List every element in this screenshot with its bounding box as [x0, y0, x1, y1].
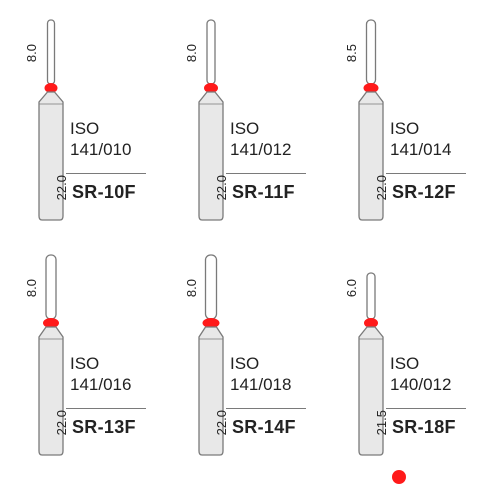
top-measure-label: 8.0: [184, 44, 199, 62]
iso-line2: 140/012: [390, 375, 451, 394]
model-label: SR-11F: [232, 182, 295, 203]
bottom-measure-label: 21.5: [374, 410, 389, 435]
red-dot-icon: [392, 470, 406, 484]
iso-line1: ISO: [70, 119, 99, 138]
bur-grid: 8.0 ISO 141/010 22.0 SR-10F 8.0 ISO 141/…: [0, 0, 500, 500]
bur-cell: 8.0 ISO 141/018 22.0 SR-14F: [170, 245, 330, 480]
divider-line: [66, 173, 146, 174]
bur-cell: 8.0 ISO 141/010 22.0 SR-10F: [10, 10, 170, 245]
iso-label: ISO 140/012: [390, 353, 451, 396]
bur-cell: 8.5 ISO 141/014 22.0 SR-12F: [330, 10, 490, 245]
model-label: SR-13F: [72, 417, 136, 438]
divider-line: [386, 408, 466, 409]
iso-line2: 141/012: [230, 140, 291, 159]
bur-cell: 6.0 ISO 140/012 21.5 SR-18F: [330, 245, 490, 480]
iso-line2: 141/018: [230, 375, 291, 394]
divider-line: [386, 173, 466, 174]
iso-line2: 141/010: [70, 140, 131, 159]
iso-label: ISO 141/014: [390, 118, 451, 161]
top-measure-label: 8.0: [184, 279, 199, 297]
iso-line1: ISO: [390, 119, 419, 138]
top-measure-label: 8.0: [24, 279, 39, 297]
model-label: SR-10F: [72, 182, 136, 203]
iso-line2: 141/014: [390, 140, 451, 159]
iso-label: ISO 141/018: [230, 353, 291, 396]
iso-label: ISO 141/016: [70, 353, 131, 396]
divider-line: [226, 173, 306, 174]
model-label: SR-12F: [392, 182, 456, 203]
iso-label: ISO 141/010: [70, 118, 131, 161]
bottom-measure-label: 22.0: [54, 410, 69, 435]
top-measure-label: 8.0: [24, 44, 39, 62]
iso-label: ISO 141/012: [230, 118, 291, 161]
bottom-measure-label: 22.0: [214, 410, 229, 435]
divider-line: [226, 408, 306, 409]
iso-line1: ISO: [230, 354, 259, 373]
iso-line1: ISO: [70, 354, 99, 373]
bur-cell: 8.0 ISO 141/016 22.0 SR-13F: [10, 245, 170, 480]
iso-line1: ISO: [390, 354, 419, 373]
top-measure-label: 6.0: [344, 279, 359, 297]
bottom-measure-label: 22.0: [54, 175, 69, 200]
iso-line1: ISO: [230, 119, 259, 138]
model-label: SR-14F: [232, 417, 296, 438]
model-label: SR-18F: [392, 417, 456, 438]
top-measure-label: 8.5: [344, 44, 359, 62]
divider-line: [66, 408, 146, 409]
bottom-measure-label: 22.0: [214, 175, 229, 200]
bottom-measure-label: 22.0: [374, 175, 389, 200]
bur-cell: 8.0 ISO 141/012 22.0 SR-11F: [170, 10, 330, 245]
iso-line2: 141/016: [70, 375, 131, 394]
